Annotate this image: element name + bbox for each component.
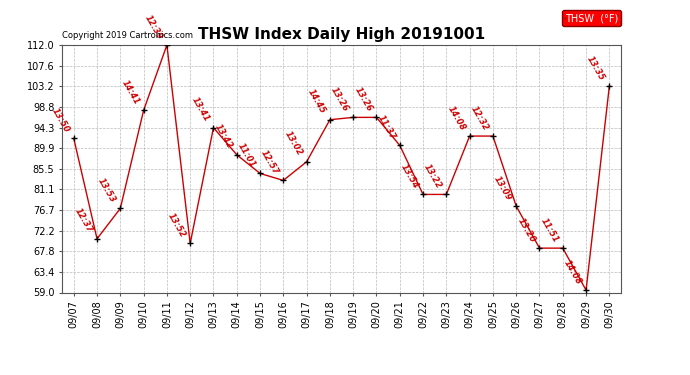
Text: 13:26: 13:26 xyxy=(329,86,351,113)
Text: 14:45: 14:45 xyxy=(306,88,327,116)
Text: 14:08: 14:08 xyxy=(562,258,583,286)
Text: 13:26: 13:26 xyxy=(353,86,374,113)
Text: 13:54: 13:54 xyxy=(399,162,420,190)
Text: Copyright 2019 Cartronics.com: Copyright 2019 Cartronics.com xyxy=(62,31,193,40)
Text: 13:20: 13:20 xyxy=(515,216,537,244)
Legend: THSW  (°F): THSW (°F) xyxy=(562,10,621,26)
Text: 11:51: 11:51 xyxy=(539,216,560,244)
Text: 13:09: 13:09 xyxy=(492,174,513,202)
Text: 11:37: 11:37 xyxy=(376,114,397,141)
Text: 12:37: 12:37 xyxy=(73,207,95,235)
Text: 13:53: 13:53 xyxy=(97,177,117,204)
Text: 13:52: 13:52 xyxy=(166,211,188,239)
Text: 13:41: 13:41 xyxy=(190,96,210,123)
Title: THSW Index Daily High 20191001: THSW Index Daily High 20191001 xyxy=(198,27,485,42)
Text: 13:02: 13:02 xyxy=(283,130,304,158)
Text: 14:41: 14:41 xyxy=(119,78,141,106)
Text: 13:50: 13:50 xyxy=(50,106,71,134)
Text: 13:42: 13:42 xyxy=(213,123,234,151)
Text: 14:08: 14:08 xyxy=(446,104,467,132)
Text: 12:32: 12:32 xyxy=(469,104,490,132)
Text: 13:22: 13:22 xyxy=(422,162,444,190)
Text: 12:39: 12:39 xyxy=(143,13,164,41)
Text: 12:57: 12:57 xyxy=(259,148,281,176)
Text: 11:01: 11:01 xyxy=(236,141,257,169)
Text: 13:35: 13:35 xyxy=(585,54,607,82)
